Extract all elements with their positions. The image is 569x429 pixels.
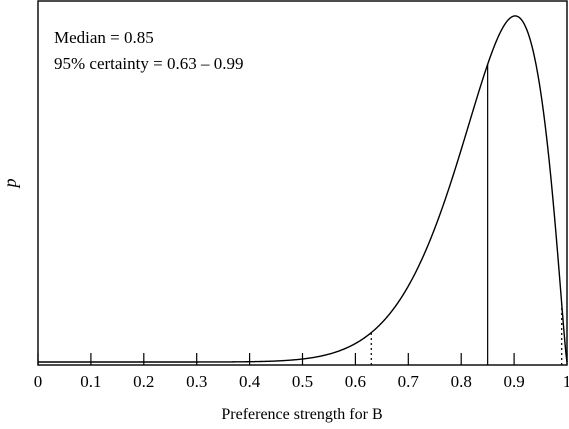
- x-tick-label: 0.6: [345, 372, 366, 391]
- annotation-median: Median = 0.85: [54, 28, 154, 47]
- y-axis-title: p: [0, 179, 20, 190]
- x-tick-label: 0.1: [80, 372, 101, 391]
- interval-markers: [370, 64, 563, 365]
- x-tick-label: 0.8: [451, 372, 472, 391]
- x-axis-title: Preference strength for B: [221, 406, 382, 423]
- x-tick-labels: 0 0.1 0.2 0.3 0.4 0.5 0.6 0.7 0.8 0.9 1: [34, 372, 569, 391]
- x-tick-label: 0: [34, 372, 43, 391]
- x-tick-label: 1: [563, 372, 569, 391]
- annotation-certainty: 95% certainty = 0.63 – 0.99: [54, 54, 243, 73]
- x-tick-label: 0.7: [398, 372, 420, 391]
- density-curve: [38, 15, 568, 363]
- x-tick-label: 0.5: [292, 372, 313, 391]
- x-tick-label: 0.9: [503, 372, 524, 391]
- x-tick-label: 0.2: [133, 372, 154, 391]
- x-ticks: [37, 353, 568, 365]
- x-tick-label: 0.3: [186, 372, 207, 391]
- x-tick-label: 0.4: [239, 372, 261, 391]
